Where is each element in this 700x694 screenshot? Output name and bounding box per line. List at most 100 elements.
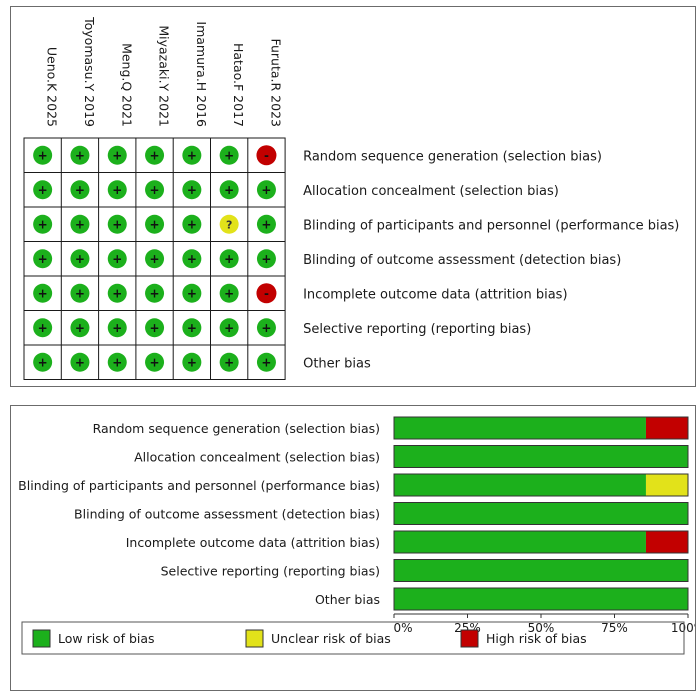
plus-icon: + [224, 286, 234, 300]
low-risk-circle [107, 318, 127, 338]
domain-label: Incomplete outcome data (attrition bias) [303, 287, 567, 302]
low-risk-bar [394, 417, 646, 439]
plus-icon: + [112, 217, 122, 231]
low-risk-circle [33, 318, 53, 338]
plus-icon: + [112, 286, 122, 300]
unclear-legend-swatch [245, 629, 264, 648]
domain-label: Blinding of participants and personnel (… [303, 218, 679, 233]
low-risk-circle [33, 283, 53, 303]
legend-box [21, 621, 685, 655]
plus-icon: + [150, 321, 160, 335]
plus-icon: + [187, 252, 197, 266]
minus-icon: - [264, 148, 269, 162]
plus-icon: + [75, 183, 85, 197]
plus-icon: + [112, 321, 122, 335]
minus-icon: - [264, 286, 269, 300]
grid-frame [23, 137, 286, 380]
bar-outline [393, 473, 689, 497]
plus-icon: + [261, 183, 271, 197]
low-risk-circle [219, 318, 239, 338]
low-risk-circle [70, 180, 90, 200]
low-risk-circle [145, 180, 165, 200]
low-risk-circle [70, 352, 90, 372]
study-label: Imamura.H 2016 [194, 21, 209, 127]
x-tick-label: 100% [671, 621, 695, 635]
low-risk-circle [70, 318, 90, 338]
study-label: Ueno.K 2025 [45, 47, 60, 127]
domain-label: Other bias [303, 356, 371, 371]
low-risk-circle [70, 214, 90, 234]
plus-icon: + [261, 217, 271, 231]
plus-icon: + [261, 355, 271, 369]
plus-icon: + [112, 183, 122, 197]
low-risk-bar [394, 588, 688, 610]
high-risk-bar [645, 417, 688, 439]
category-label: Other bias [315, 592, 380, 607]
low-risk-circle [145, 249, 165, 269]
low-risk-circle [219, 145, 239, 165]
bar-outline [393, 587, 689, 611]
plus-icon: + [112, 252, 122, 266]
plus-icon: + [150, 217, 160, 231]
plus-icon: + [112, 148, 122, 162]
domain-label: Random sequence generation (selection bi… [303, 149, 602, 164]
plus-icon: + [38, 148, 48, 162]
plus-icon: + [150, 183, 160, 197]
risk-of-bias-summary-panel: Ueno.K 2025 Toyomasu.Y 2019 Meng.Q 2021 Miy… [10, 6, 696, 387]
plus-icon: + [38, 183, 48, 197]
category-label: Blinding of outcome assessment (detectio… [74, 507, 380, 522]
low-risk-circle [182, 180, 202, 200]
plus-icon: + [112, 355, 122, 369]
low-risk-circle [70, 249, 90, 269]
plus-icon: + [261, 321, 271, 335]
category-label: Blinding of participants and personnel (… [18, 478, 380, 493]
high-legend-swatch [460, 629, 479, 648]
study-label: Furuta.R 2023 [268, 39, 283, 128]
legend-label: Unclear risk of bias [271, 631, 391, 646]
low-risk-circle [182, 214, 202, 234]
low-risk-circle [145, 145, 165, 165]
low-risk-circle [256, 318, 276, 338]
domain-label: Allocation concealment (selection bias) [303, 184, 559, 199]
unclear-risk-bar [645, 474, 688, 496]
bar-outline [393, 530, 689, 554]
plus-icon: + [224, 355, 234, 369]
low-risk-circle [182, 283, 202, 303]
plus-icon: + [224, 321, 234, 335]
low-risk-circle [107, 180, 127, 200]
domain-label: Selective reporting (reporting bias) [303, 322, 531, 337]
risk-of-bias-graph-panel: Random sequence generation (selection bi… [10, 405, 700, 691]
bar-outline [393, 559, 689, 582]
low-risk-bar [394, 502, 688, 525]
low-risk-circle [33, 180, 53, 200]
x-tick-label: 75% [601, 621, 628, 635]
plus-icon: + [187, 321, 197, 335]
low-risk-circle [182, 352, 202, 372]
low-risk-circle [107, 249, 127, 269]
plus-icon: + [187, 217, 197, 231]
category-label: Selective reporting (reporting bias) [161, 564, 380, 579]
low-risk-circle [33, 352, 53, 372]
plus-icon: + [150, 252, 160, 266]
plus-icon: + [75, 286, 85, 300]
low-risk-circle [182, 249, 202, 269]
x-tick-label: 0% [393, 621, 412, 635]
domain-label: Blinding of outcome assessment (detectio… [303, 253, 621, 268]
plus-icon: + [38, 286, 48, 300]
low-risk-circle [107, 145, 127, 165]
plus-icon: + [187, 183, 197, 197]
study-label: Hatao.F 2017 [231, 43, 246, 127]
low-risk-circle [107, 214, 127, 234]
low-risk-circle [219, 180, 239, 200]
plus-icon: + [187, 355, 197, 369]
low-risk-circle [33, 249, 53, 269]
high-risk-circle [256, 283, 277, 304]
category-label: Incomplete outcome data (attrition bias) [126, 535, 380, 550]
plus-icon: + [150, 355, 160, 369]
low-risk-circle [256, 214, 276, 234]
risk-of-bias-graph: Random sequence generation (selection bi… [18, 416, 700, 655]
plus-icon: + [75, 217, 85, 231]
plus-icon: + [75, 321, 85, 335]
category-label: Random sequence generation (selection bi… [93, 421, 380, 436]
low-risk-bar [394, 531, 646, 553]
